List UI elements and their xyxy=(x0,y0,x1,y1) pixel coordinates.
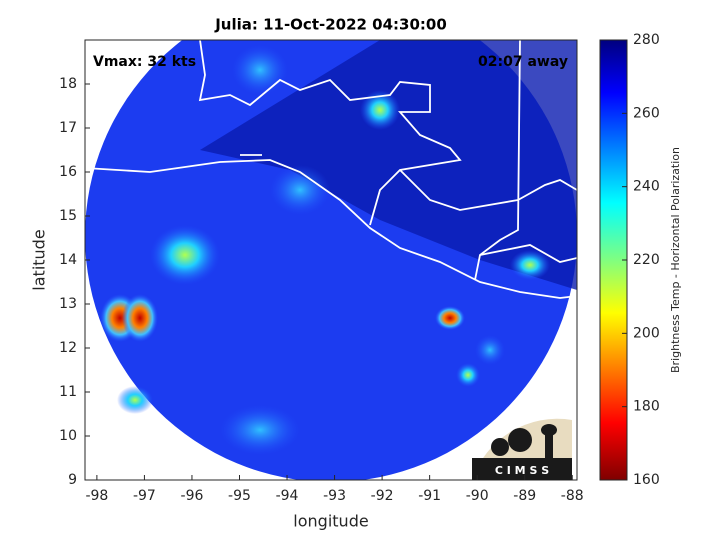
logo-text: C I M S S xyxy=(495,464,549,477)
colorbar-tick-label: 220 xyxy=(633,252,660,268)
x-tick-label: -89 xyxy=(513,488,536,504)
x-tick-label: -93 xyxy=(323,488,346,504)
annotation: Vmax: 32 kts xyxy=(93,54,196,70)
x-tick-label: -94 xyxy=(276,488,299,504)
y-tick-label: 15 xyxy=(59,208,77,224)
y-tick-label: 18 xyxy=(59,76,77,92)
y-tick-label: 16 xyxy=(59,164,77,180)
y-tick-label: 12 xyxy=(59,340,77,356)
colorbar-tick-label: 260 xyxy=(633,105,660,121)
y-axis-label: latitude xyxy=(30,229,49,290)
x-tick-label: -97 xyxy=(133,488,156,504)
x-tick-label: -90 xyxy=(466,488,489,504)
x-tick-label: -98 xyxy=(85,488,108,504)
x-tick-label: -91 xyxy=(418,488,441,504)
y-tick-label: 13 xyxy=(59,296,77,312)
colorbar-label: Brightness Temp - Horizontal Polarizatio… xyxy=(669,147,682,373)
annotation: 02:07 away xyxy=(478,54,568,70)
y-tick-label: 11 xyxy=(59,384,77,400)
x-axis-label: longitude xyxy=(293,512,368,531)
x-tick-label: -95 xyxy=(228,488,251,504)
colorbar-tick-label: 180 xyxy=(633,399,660,415)
y-tick-label: 17 xyxy=(59,120,77,136)
y-tick-label: 9 xyxy=(68,472,77,488)
x-tick-label: -88 xyxy=(561,488,584,504)
colorbar-tick-label: 240 xyxy=(633,179,660,195)
satellite-swath xyxy=(85,40,577,480)
colorbar-tick-label: 280 xyxy=(633,32,660,48)
y-tick-label: 14 xyxy=(59,252,77,268)
cimss-logo: C I M S S xyxy=(472,418,572,480)
chart-title: Julia: 11-Oct-2022 04:30:00 xyxy=(214,16,447,34)
colorbar-tick-label: 200 xyxy=(633,325,660,341)
x-tick-label: -92 xyxy=(371,488,394,504)
x-tick-label: -96 xyxy=(181,488,204,504)
y-tick-label: 10 xyxy=(59,428,77,444)
colorbar-tick-label: 160 xyxy=(633,472,660,488)
coastlines xyxy=(85,40,577,299)
